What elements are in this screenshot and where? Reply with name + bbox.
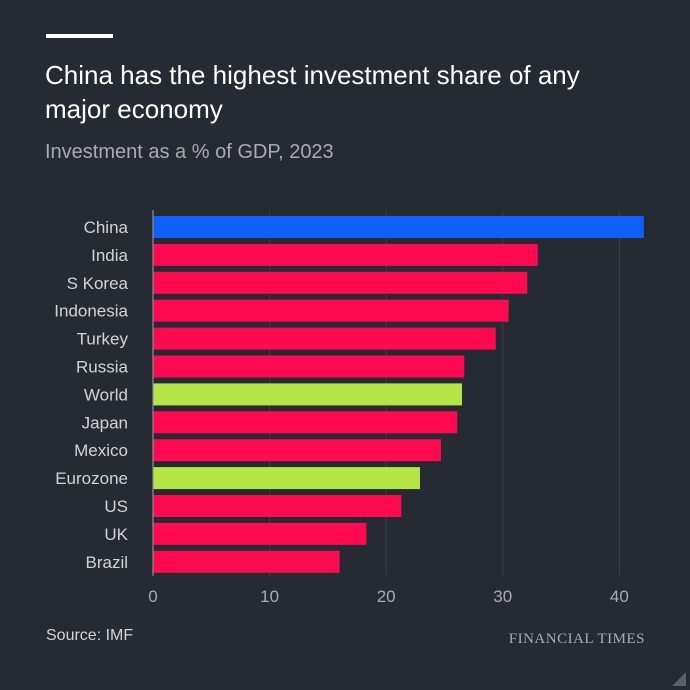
category-label-india: India (91, 246, 128, 265)
x-tick-label-40: 40 (610, 587, 629, 606)
bar-brazil (153, 550, 340, 573)
source-note: Source: IMF (46, 627, 134, 644)
bar-mexico (153, 439, 441, 462)
category-label-indonesia: Indonesia (54, 302, 128, 321)
category-label-japan: Japan (82, 413, 128, 432)
bar-eurozone (153, 467, 420, 490)
x-tick-label-10: 10 (260, 587, 279, 606)
x-tick-label-0: 0 (148, 587, 157, 606)
x-tick-label-30: 30 (493, 587, 512, 606)
bar-china (153, 216, 644, 238)
bar-us (153, 495, 402, 517)
bar-japan (153, 411, 458, 434)
bar-india (153, 243, 538, 266)
x-tick-label-20: 20 (377, 587, 396, 606)
category-label-china: China (84, 218, 129, 237)
category-label-s-korea: S Korea (67, 274, 129, 293)
category-label-eurozone: Eurozone (55, 469, 128, 488)
bar-indonesia (153, 299, 509, 322)
bar-uk (153, 522, 367, 545)
category-label-uk: UK (104, 525, 128, 544)
category-label-turkey: Turkey (77, 330, 129, 349)
chart-subtitle: Investment as a % of GDP, 2023 (45, 141, 334, 163)
corner-mark (672, 672, 686, 686)
brand-logo: FINANCIAL TIMES (508, 631, 645, 647)
category-label-us: US (104, 497, 128, 516)
category-label-world: World (84, 385, 128, 404)
category-label-mexico: Mexico (74, 441, 128, 460)
bar-s-korea (153, 271, 528, 294)
bar-turkey (153, 327, 496, 350)
bar-russia (153, 355, 465, 378)
category-label-russia: Russia (76, 358, 129, 377)
chart-title: China has the highest investment share o… (45, 60, 580, 124)
top-rule (46, 34, 113, 38)
bar-world (153, 383, 462, 406)
category-label-brazil: Brazil (85, 553, 128, 572)
